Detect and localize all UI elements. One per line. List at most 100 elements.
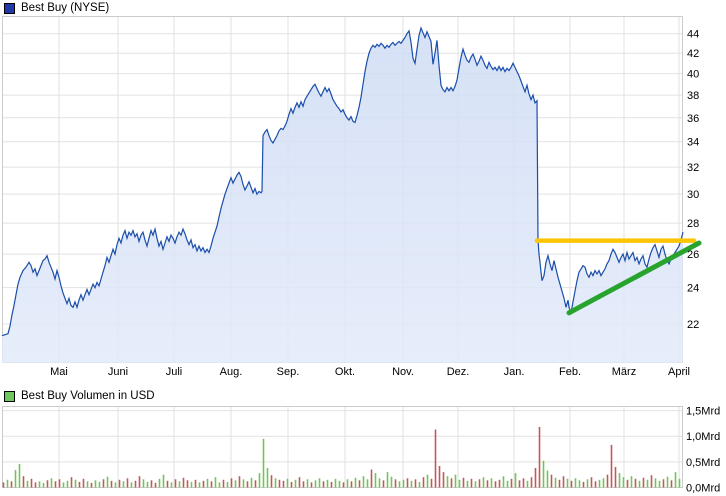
month-tick-label: Dez.	[447, 366, 470, 378]
month-tick-label: April	[668, 366, 690, 378]
volume-bar	[358, 480, 361, 488]
month-tick-label: Jan.	[504, 366, 525, 378]
volume-bar	[18, 463, 21, 488]
volume-bar	[658, 480, 661, 488]
volume-bar	[414, 479, 417, 488]
support-trendline	[566, 240, 702, 316]
volume-bar	[670, 480, 673, 488]
volume-bar	[678, 478, 681, 488]
volume-bar	[350, 481, 353, 488]
volume-bar	[290, 481, 293, 488]
price-series-swatch-icon	[4, 2, 15, 14]
volume-bar	[590, 477, 593, 488]
volume-bar	[242, 479, 245, 488]
volume-bar	[282, 480, 285, 488]
price-legend: Best Buy (NYSE)	[4, 2, 109, 14]
volume-axis-tick-label: 1,5Mrd	[686, 406, 720, 418]
volume-bar	[602, 478, 605, 488]
volume-bar	[394, 479, 397, 488]
price-axis-tick-label: 26	[687, 249, 699, 261]
volume-bar	[6, 479, 9, 488]
volume-bar	[86, 481, 89, 488]
volume-bar	[106, 476, 109, 488]
volume-bar	[46, 480, 49, 488]
volume-bar	[554, 477, 557, 488]
volume-bar	[202, 480, 205, 488]
volume-bar	[434, 429, 437, 488]
volume-bar	[362, 476, 365, 488]
volume-bar	[382, 480, 385, 488]
volume-bar	[582, 481, 585, 488]
volume-bar	[318, 478, 321, 488]
volume-bar	[606, 474, 609, 488]
volume-bar	[74, 479, 77, 488]
volume-bar	[38, 481, 41, 488]
volume-bar	[542, 460, 545, 488]
volume-bar	[478, 479, 481, 488]
volume-bar	[314, 480, 317, 488]
volume-bar	[386, 472, 389, 488]
volume-bar	[502, 476, 505, 488]
volume-bar	[646, 479, 649, 488]
price-legend-label: Best Buy (NYSE)	[21, 2, 110, 14]
price-axis-tick-label: 42	[687, 48, 699, 60]
volume-bar	[310, 482, 313, 488]
volume-bar	[514, 473, 517, 488]
volume-bar	[94, 480, 97, 488]
volume-bar	[530, 477, 533, 488]
volume-bar	[366, 479, 369, 488]
volume-bar	[186, 480, 189, 488]
volume-bar	[222, 479, 225, 488]
volume-bar	[370, 469, 373, 488]
volume-bar	[626, 479, 629, 488]
volume-bar	[50, 478, 53, 488]
volume-axis-tick-label: 0,0Mrd	[686, 483, 720, 495]
volume-bar	[618, 473, 621, 488]
volume-bar	[234, 480, 237, 488]
volume-bar	[78, 481, 81, 488]
volume-bar	[482, 477, 485, 488]
volume-bar	[666, 476, 669, 488]
volume-axis-tick-label: 0,5Mrd	[686, 457, 720, 469]
volume-bar	[406, 478, 409, 488]
volume-bar	[614, 467, 617, 488]
month-tick-label: Mai	[50, 366, 68, 378]
volume-bar	[170, 482, 173, 488]
volume-bar	[150, 480, 153, 488]
price-axis-tick-label: 38	[687, 90, 699, 102]
month-tick-label: Feb.	[559, 366, 581, 378]
volume-bar	[506, 480, 509, 488]
month-tick-label: Okt.	[335, 366, 355, 378]
volume-bar	[462, 477, 465, 488]
volume-bar	[126, 478, 129, 488]
volume-bar	[546, 470, 549, 488]
volume-bar	[326, 479, 329, 488]
volume-bar	[98, 481, 101, 488]
volume-bar	[58, 479, 61, 488]
volume-legend-label: Best Buy Volumen in USD	[21, 390, 155, 402]
volume-bar	[54, 481, 57, 488]
price-axis-tick-label: 30	[687, 189, 699, 201]
volume-bar	[486, 480, 489, 488]
volume-bar	[22, 476, 25, 488]
volume-bar	[622, 477, 625, 488]
volume-bar	[174, 479, 177, 488]
month-tick-label: Sep.	[277, 366, 300, 378]
volume-bar	[522, 478, 525, 488]
volume-bar	[102, 479, 105, 488]
volume-bar	[66, 480, 69, 488]
volume-bar	[30, 478, 33, 488]
month-tick-label: Nov.	[392, 366, 414, 378]
volume-bar	[638, 480, 641, 488]
volume-legend: Best Buy Volumen in USD	[4, 390, 155, 402]
volume-bar	[122, 481, 125, 488]
volume-plot-border	[2, 406, 683, 488]
price-axis-tick-label: 32	[687, 162, 699, 174]
volume-bar	[142, 479, 145, 488]
volume-bar	[474, 481, 477, 488]
volume-bar	[182, 477, 185, 488]
volume-bar	[214, 477, 217, 488]
volume-bar	[354, 477, 357, 488]
